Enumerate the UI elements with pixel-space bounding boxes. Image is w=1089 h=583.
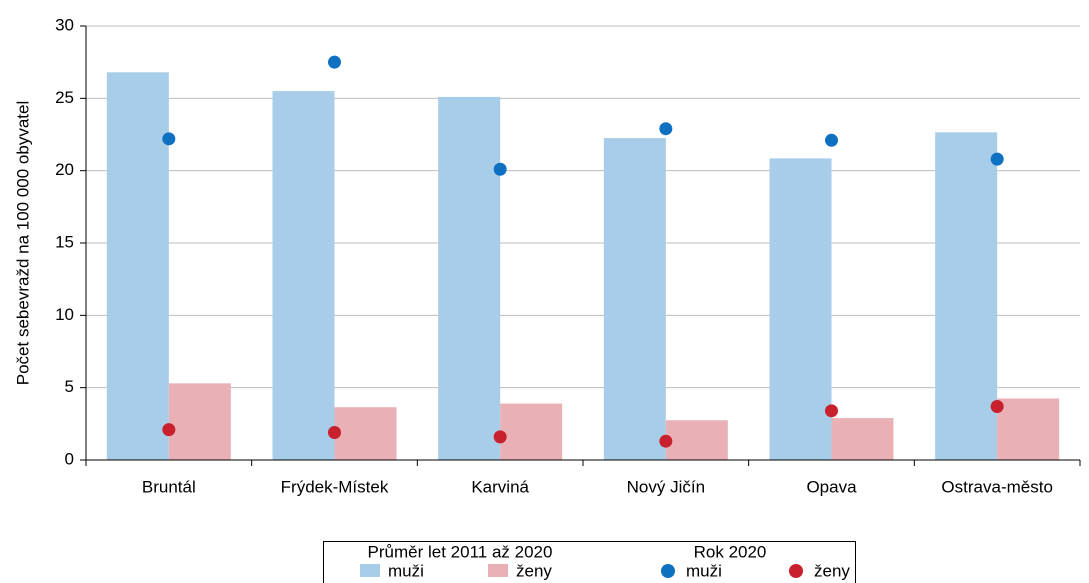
dot [825,133,838,147]
bar [603,138,666,460]
y-tick-label: 25 [55,88,74,107]
bar [438,96,501,461]
bar [272,91,335,460]
x-tick-label: Opava [806,477,857,496]
y-tick-label: 30 [55,15,74,34]
y-tick-label: 15 [55,232,74,251]
legend-label: ženy [814,561,850,580]
dot [825,404,838,418]
legend-swatch [360,564,380,577]
dot [162,132,176,146]
bar [935,132,998,460]
bar [168,383,231,460]
y-tick-label: 10 [55,305,74,324]
legend-swatch [789,564,803,578]
y-tick-label: 5 [65,377,74,396]
x-tick-label: Ostrava-město [941,477,1052,496]
x-tick-label: Bruntál [142,477,196,496]
bar [334,407,397,460]
dot [493,430,507,444]
dot [990,152,1004,166]
bar [769,158,832,460]
legend-label: ženy [516,561,552,580]
legend-swatch [661,564,675,578]
dot [328,426,341,440]
dot [493,162,507,176]
y-tick-label: 20 [55,160,74,179]
x-tick-label: Nový Jičín [627,477,705,496]
bar [831,418,894,460]
x-tick-label: Frýdek-Místek [281,477,389,496]
dot [990,399,1004,413]
y-tick-label: 0 [65,449,74,468]
bar [997,398,1060,460]
legend-label: muži [686,561,722,580]
dot [659,122,673,136]
legend-label: muži [388,561,424,580]
legend [323,541,856,583]
bar [500,403,563,460]
legend-title: Rok 2020 [694,542,767,561]
bar [665,420,728,460]
y-axis-label: Počet sebevražd na 100 000 obyvatel [13,101,32,385]
dot [162,423,176,437]
x-tick-label: Karviná [471,477,529,496]
dot [328,55,341,69]
dot [659,434,673,448]
legend-title: Průměr let 2011 až 2020 [368,542,553,561]
bar [106,72,169,460]
legend-swatch [488,564,508,577]
